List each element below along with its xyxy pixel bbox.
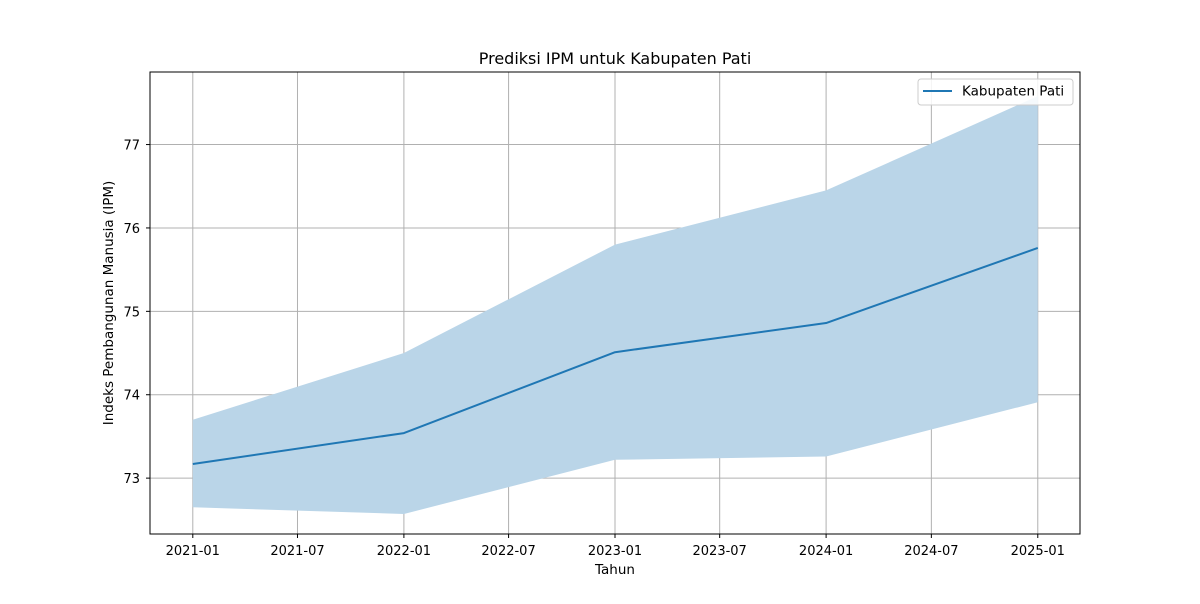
y-axis-label: Indeks Pembangunan Manusia (IPM): [101, 181, 117, 426]
y-tick-label: 73: [123, 472, 140, 487]
legend-label-kabupaten-pati: Kabupaten Pati: [962, 84, 1064, 100]
x-tick-label: 2022-07: [481, 544, 535, 559]
y-tick-label: 76: [123, 222, 140, 237]
x-tick-label: 2022-01: [377, 544, 431, 559]
x-tick-label: 2021-07: [270, 544, 324, 559]
chart-title: Prediksi IPM untuk Kabupaten Pati: [479, 49, 752, 68]
y-tick-label: 77: [123, 139, 140, 154]
x-tick-label: 2023-07: [693, 544, 747, 559]
x-tick-label: 2021-01: [166, 544, 220, 559]
x-axis-label: Tahun: [594, 562, 635, 578]
x-tick-label: 2024-07: [904, 544, 958, 559]
x-tick-label: 2024-01: [799, 544, 853, 559]
y-tick-label: 74: [123, 389, 140, 404]
y-tick-label: 75: [123, 305, 140, 320]
x-tick-label: 2025-01: [1011, 544, 1065, 559]
x-tick-label: 2023-01: [588, 544, 642, 559]
legend: Kabupaten Pati: [918, 79, 1073, 105]
